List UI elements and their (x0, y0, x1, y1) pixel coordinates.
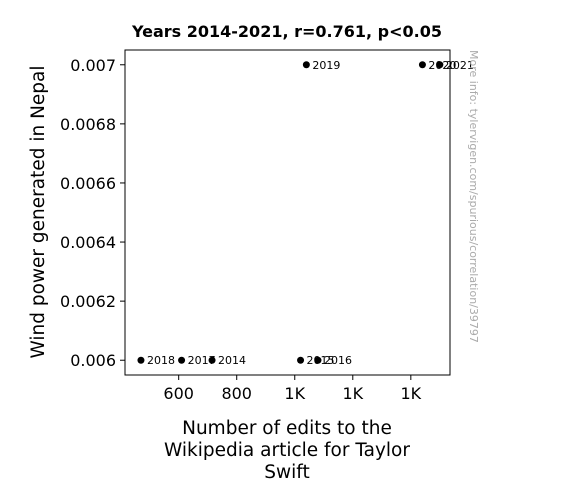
y-axis-label: Wind power generated in Nepal (28, 65, 49, 358)
data-point (302, 61, 310, 69)
y-axis: 0.006 0.0062 0.0064 0.0066 0.0068 0.007 (60, 56, 125, 370)
x-tick-label: 800 (221, 384, 252, 403)
data-point (314, 356, 322, 364)
y-tick-label: 0.0068 (60, 115, 116, 134)
x-axis-label-line: Number of edits to the (182, 418, 392, 439)
data-point (137, 356, 145, 364)
y-tick-label: 0.006 (70, 351, 116, 370)
x-axis-label-line: Wikipedia article for Taylor (164, 440, 410, 461)
data-points: 20142015201620172018201920202021 (137, 59, 474, 367)
data-point-label: 2017 (188, 354, 216, 367)
data-point (418, 61, 426, 69)
y-tick-label: 0.0066 (60, 174, 116, 193)
x-tick-label: 600 (163, 384, 194, 403)
x-axis-label-line: Swift (264, 462, 309, 483)
x-axis: 600 800 1K 1K 1K (163, 375, 422, 403)
x-tick-label: 1K (284, 384, 305, 403)
x-tick-label: 1K (400, 384, 421, 403)
data-point-label: 2019 (312, 59, 340, 72)
chart-title: Years 2014-2021, r=0.761, p<0.05 (131, 22, 442, 41)
data-point (297, 356, 305, 364)
data-point-label: 2021 (446, 59, 474, 72)
x-tick-label: 1K (342, 384, 363, 403)
y-tick-label: 0.007 (70, 56, 116, 75)
data-point (208, 356, 216, 364)
data-point (436, 61, 444, 69)
data-point-label: 2018 (147, 354, 175, 367)
data-point-label: 2014 (218, 354, 246, 367)
y-tick-label: 0.0064 (60, 233, 116, 252)
plot-area-frame (124, 49, 451, 376)
y-tick-label: 0.0062 (60, 292, 116, 311)
watermark-text: More info: tylervigen.com/spurious/corre… (467, 50, 480, 343)
data-point (178, 356, 186, 364)
data-point-label: 2016 (324, 354, 352, 367)
